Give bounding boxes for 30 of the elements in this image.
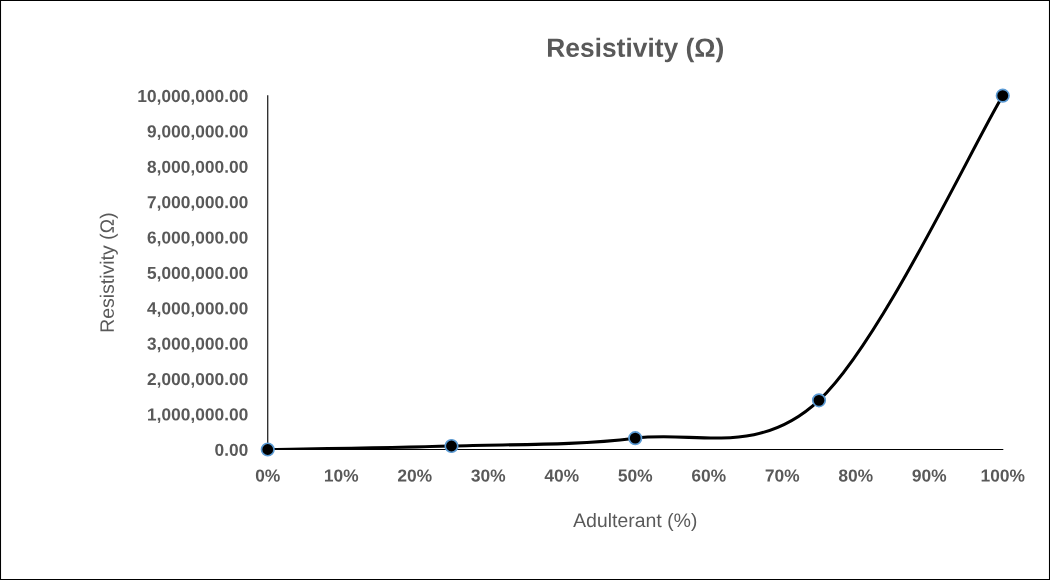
x-tick-label: 40% <box>544 469 579 482</box>
y-tick-label: 4,000,000.00 <box>147 302 248 317</box>
x-tick-label: 50% <box>618 469 653 482</box>
x-tick-label: 30% <box>471 469 506 482</box>
x-tick-label: 90% <box>912 469 947 482</box>
x-axis-title: Adulterant (%) <box>573 512 697 532</box>
y-tick-label: 2,000,000.00 <box>147 372 248 388</box>
x-tick-label: 20% <box>397 469 432 482</box>
y-axis-title: Resistivity (Ω) <box>99 213 118 332</box>
x-tick-label: 80% <box>838 469 873 482</box>
y-tick-label: 7,000,000.00 <box>147 196 248 211</box>
y-tick-label: 5,000,000.00 <box>147 266 248 282</box>
x-tick-label: 100% <box>981 469 1025 482</box>
y-tick-label: 1,000,000.00 <box>148 408 248 424</box>
x-tick-label: 70% <box>765 469 800 482</box>
y-tick-label: 6,000,000.00 <box>147 231 248 247</box>
point <box>444 438 459 454</box>
y-tick-label: 10,000,000.00 <box>138 89 248 105</box>
point <box>811 393 827 408</box>
y-tick-label: 9,000,000.00 <box>147 125 248 141</box>
point <box>995 88 1010 103</box>
x-tick-label: 60% <box>692 469 726 482</box>
point <box>628 431 643 446</box>
x-tick-label: 0% <box>255 469 280 482</box>
y-tick-label: 0.00 <box>215 443 248 456</box>
y-tick-label: 3,000,000.00 <box>147 337 248 353</box>
x-tick-label: 10% <box>324 469 359 482</box>
chart-title: Resistivity (Ω) <box>547 37 723 63</box>
y-tick-label: 8,000,000.00 <box>147 160 248 176</box>
point <box>260 442 275 457</box>
